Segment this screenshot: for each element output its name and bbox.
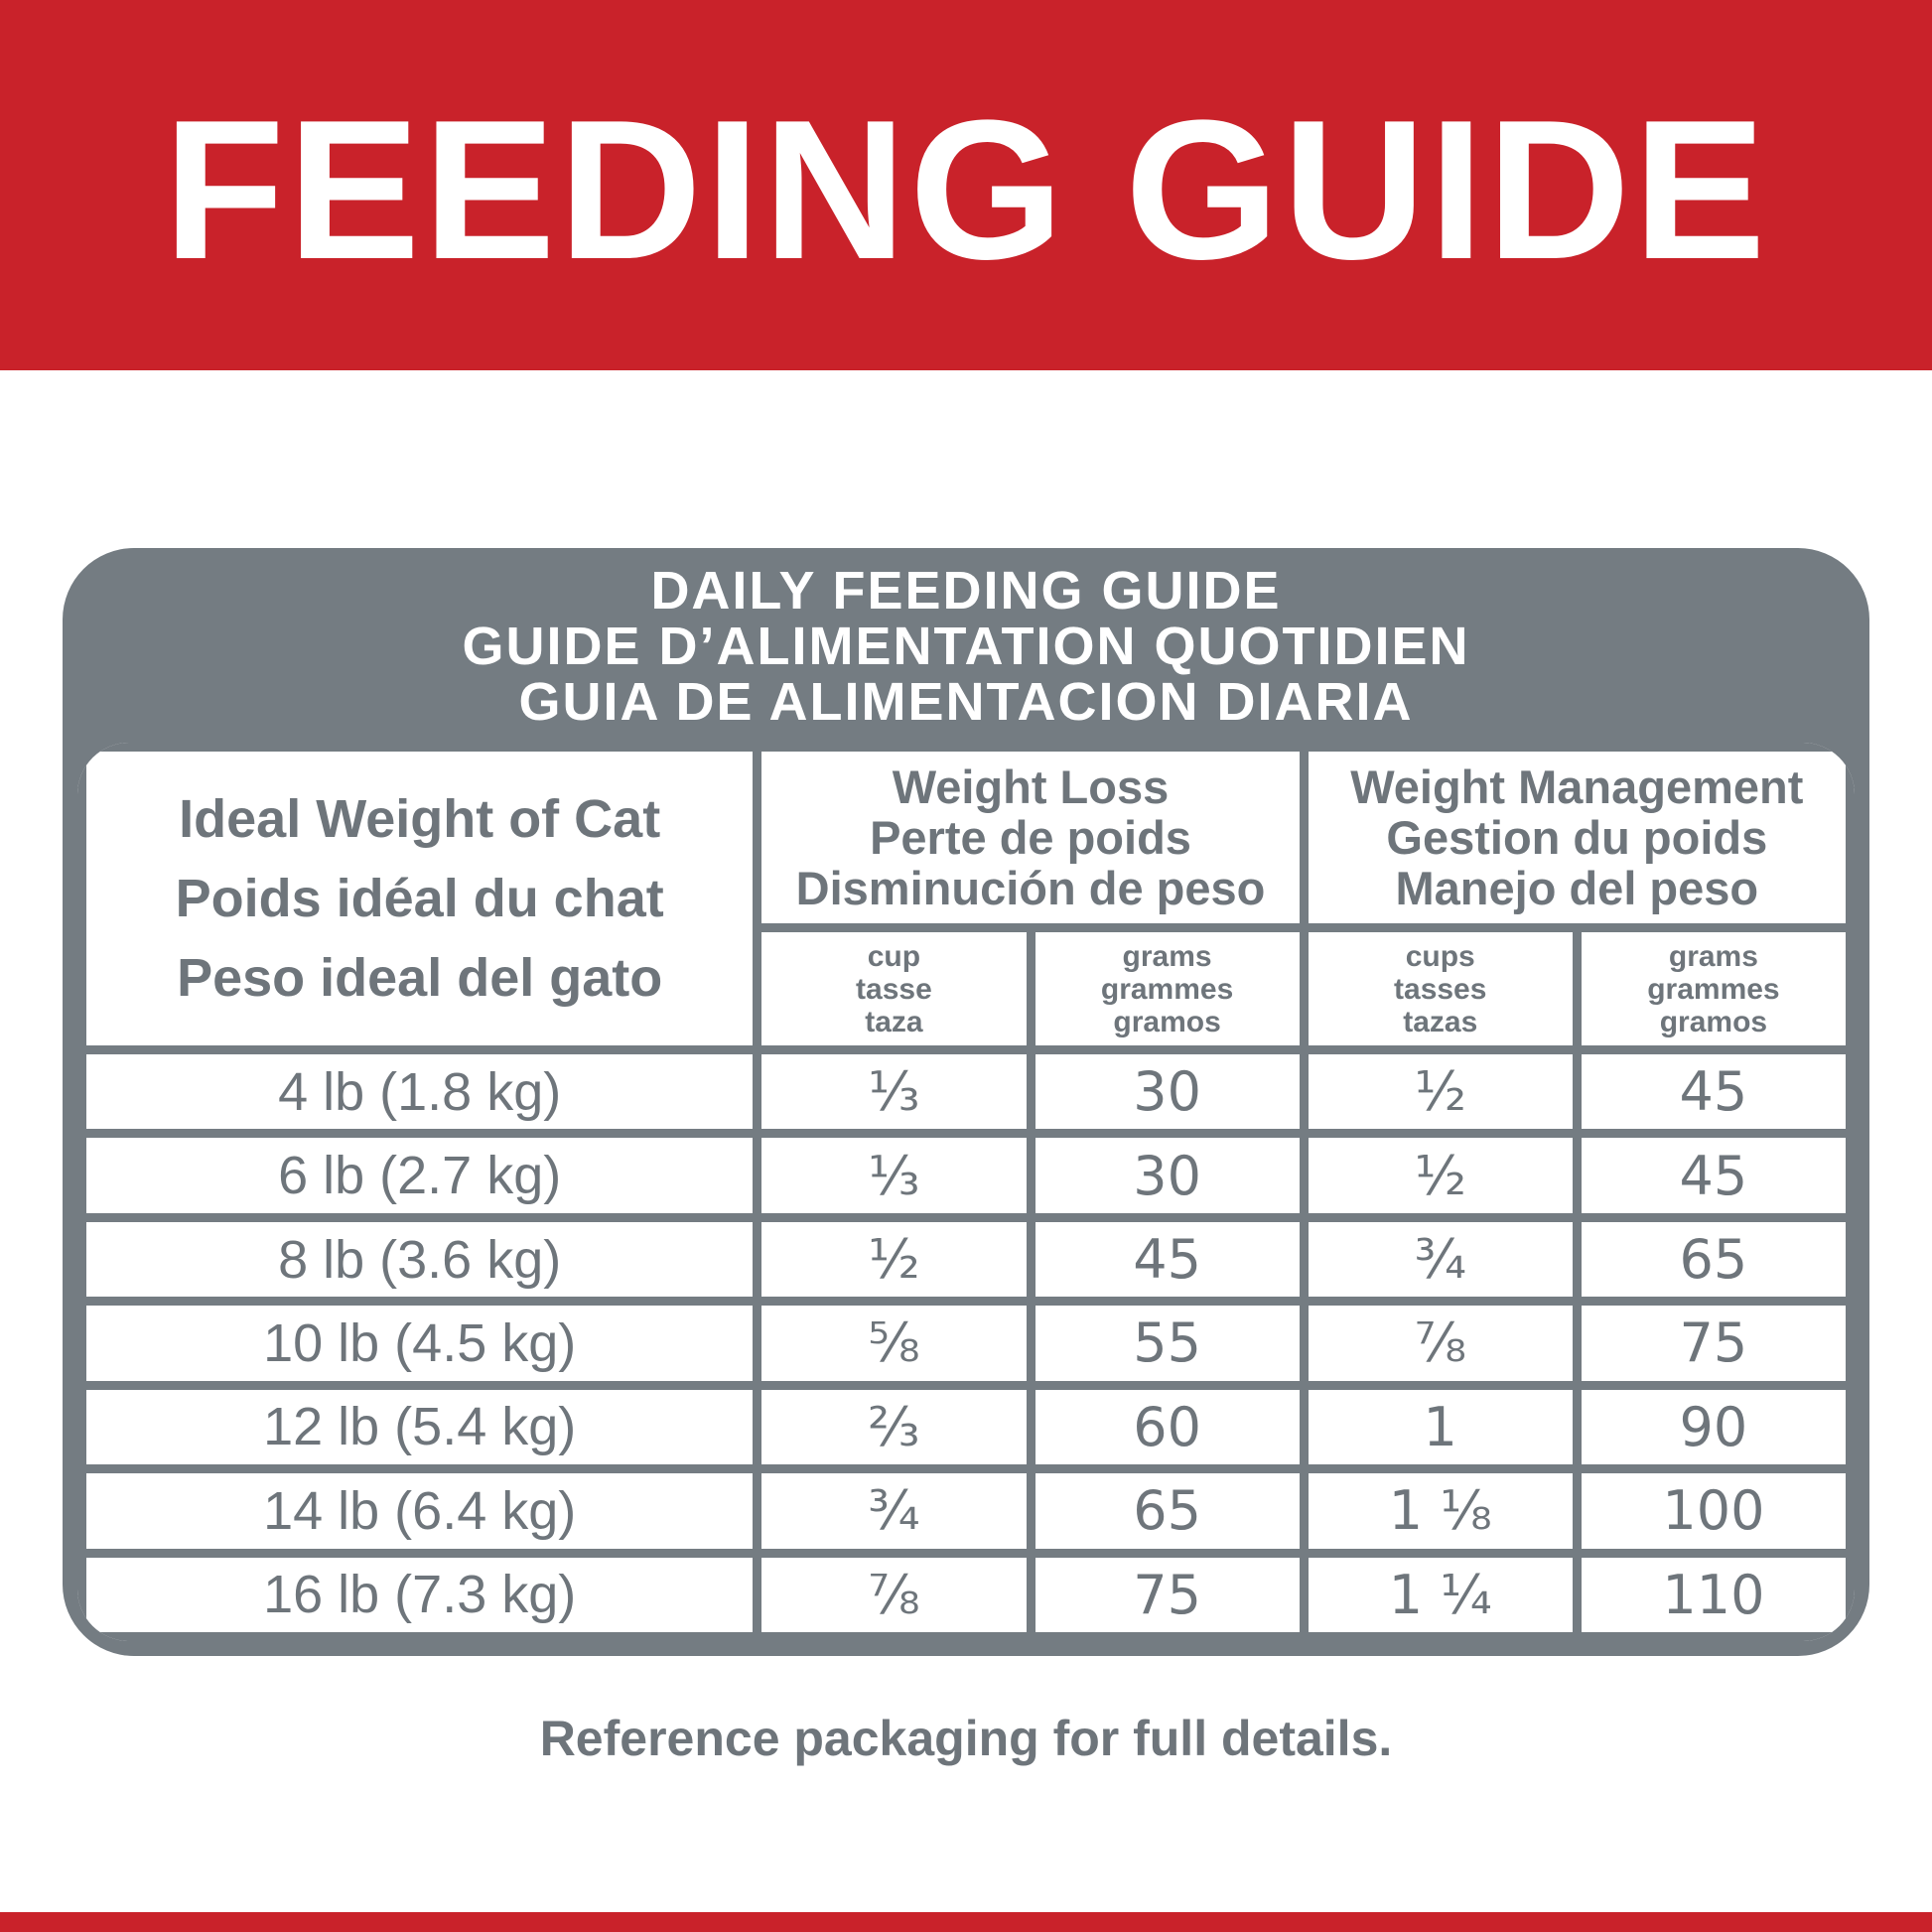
subheader-row: cup tasse taza grams grammes gramos cups… — [82, 923, 1855, 1054]
cell-wm-cups: ½ — [1299, 1129, 1582, 1222]
table-row: 8 lb (3.6 kg) ½ 45 ¾ 65 — [77, 1212, 1855, 1307]
cell-wm-cups: 1 ¼ — [1299, 1548, 1582, 1641]
bottom-red-strip — [0, 1912, 1932, 1932]
cell-wm-cups: ¾ — [1299, 1212, 1582, 1307]
cell-weight: 6 lb (2.7 kg) — [77, 1129, 762, 1222]
cell-wl-grams: 75 — [1026, 1548, 1309, 1641]
reference-note: Reference packaging for full details. — [539, 1711, 1393, 1766]
cell-wl-cup: ¾ — [753, 1464, 1035, 1558]
cell-weight: 14 lb (6.4 kg) — [77, 1464, 762, 1558]
cell-wl-grams: 30 — [1026, 1129, 1309, 1222]
subcol-weight-mgmt-grams: grams grammes gramos — [1572, 923, 1855, 1054]
cell-wm-grams: 75 — [1572, 1297, 1855, 1390]
panel-title: DAILY FEEDING GUIDE GUIDE D’ALIMENTATION… — [462, 561, 1470, 732]
col-group-weight-loss: Weight Loss Perte de poids Disminución d… — [753, 743, 1309, 932]
cell-wm-grams: 45 — [1572, 1129, 1855, 1222]
cell-wl-cup: ⅞ — [753, 1548, 1035, 1641]
cell-wm-grams: 110 — [1572, 1548, 1855, 1641]
cell-wl-cup: ⅝ — [753, 1297, 1035, 1390]
col-group-weight-management: Weight Management Gestion du poids Manej… — [1299, 743, 1855, 932]
cell-wm-cups: 1 ⅛ — [1299, 1464, 1582, 1558]
cell-wl-grams: 60 — [1026, 1380, 1309, 1474]
cell-wl-cup: ⅓ — [753, 1044, 1035, 1139]
cell-wm-grams: 65 — [1572, 1212, 1855, 1307]
table-row: 10 lb (4.5 kg) ⅝ 55 ⅞ 75 — [77, 1297, 1855, 1390]
table-row: 12 lb (5.4 kg) ⅔ 60 1 90 — [77, 1380, 1855, 1474]
subcol-weight-mgmt-cups: cups tasses tazas — [1299, 923, 1582, 1054]
cell-wm-cups: 1 — [1299, 1380, 1582, 1474]
cell-weight: 16 lb (7.3 kg) — [77, 1548, 762, 1641]
cell-weight: 8 lb (3.6 kg) — [77, 1212, 762, 1307]
col-header-ideal-weight: Ideal Weight of Cat Poids idéal du chat … — [77, 743, 762, 1054]
cell-wl-grams: 30 — [1026, 1044, 1309, 1139]
cell-wm-cups: ⅞ — [1299, 1297, 1582, 1390]
subcol-weight-loss-grams: grams grammes gramos — [1026, 923, 1309, 1054]
cell-wl-grams: 55 — [1026, 1297, 1309, 1390]
cell-wl-grams: 65 — [1026, 1464, 1309, 1558]
cell-wl-cup: ½ — [753, 1212, 1035, 1307]
cell-wl-grams: 45 — [1026, 1212, 1309, 1307]
cell-weight: 12 lb (5.4 kg) — [77, 1380, 762, 1474]
daily-feeding-guide-panel: DAILY FEEDING GUIDE GUIDE D’ALIMENTATION… — [63, 548, 1869, 1656]
cell-weight: 10 lb (4.5 kg) — [77, 1297, 762, 1390]
page-title: FEEDING GUIDE — [163, 78, 1769, 301]
cell-wm-cups: ½ — [1299, 1044, 1582, 1139]
subcol-weight-loss-cup: cup tasse taza — [753, 923, 1035, 1054]
feeding-table: Ideal Weight of Cat Poids idéal du chat … — [77, 743, 1855, 1641]
table-row: 14 lb (6.4 kg) ¾ 65 1 ⅛ 100 — [77, 1464, 1855, 1558]
cell-wm-grams: 90 — [1572, 1380, 1855, 1474]
feeding-table-area: Ideal Weight of Cat Poids idéal du chat … — [77, 743, 1855, 1641]
group-header-row: Ideal Weight of Cat Poids idéal du chat … — [77, 743, 1855, 1054]
cell-wl-cup: ⅓ — [753, 1129, 1035, 1222]
table-row: 4 lb (1.8 kg) ⅓ 30 ½ 45 — [77, 1044, 1855, 1139]
feeding-guide-banner: FEEDING GUIDE — [0, 0, 1932, 370]
table-row: 16 lb (7.3 kg) ⅞ 75 1 ¼ 110 — [77, 1548, 1855, 1641]
cell-wm-grams: 100 — [1572, 1464, 1855, 1558]
cell-weight: 4 lb (1.8 kg) — [77, 1044, 762, 1139]
cell-wl-cup: ⅔ — [753, 1380, 1035, 1474]
table-row: 6 lb (2.7 kg) ⅓ 30 ½ 45 — [77, 1129, 1855, 1222]
cell-wm-grams: 45 — [1572, 1044, 1855, 1139]
